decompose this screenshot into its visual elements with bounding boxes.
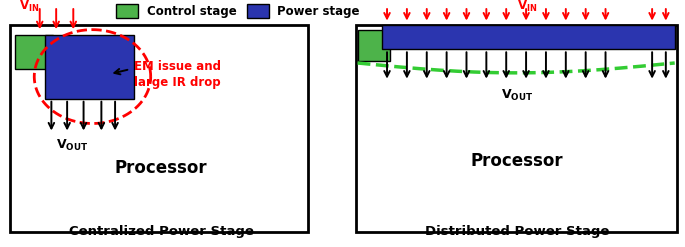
- Text: Centralized Power Stage: Centralized Power Stage: [68, 225, 253, 238]
- Bar: [116, 4, 138, 18]
- Text: $\mathbf{V_{IN}}$: $\mathbf{V_{IN}}$: [517, 0, 538, 14]
- Bar: [10, 25, 308, 232]
- Text: Processor: Processor: [471, 152, 564, 169]
- Bar: [45, 35, 134, 99]
- Bar: [356, 25, 677, 232]
- Text: $\mathbf{V_{IN}}$: $\mathbf{V_{IN}}$: [19, 0, 40, 14]
- Bar: [247, 4, 269, 18]
- Text: $\mathbf{V_{OUT}}$: $\mathbf{V_{OUT}}$: [55, 138, 88, 153]
- Bar: [15, 35, 53, 69]
- Text: Distributed Power Stage: Distributed Power Stage: [425, 225, 610, 238]
- Text: Control stage: Control stage: [147, 5, 236, 18]
- Text: EM issue and
large IR drop: EM issue and large IR drop: [134, 60, 221, 89]
- Text: Processor: Processor: [114, 159, 208, 177]
- Text: Power stage: Power stage: [277, 5, 359, 18]
- Bar: [358, 30, 390, 61]
- Bar: [382, 25, 675, 49]
- Text: $\mathbf{V_{OUT}}$: $\mathbf{V_{OUT}}$: [501, 87, 534, 103]
